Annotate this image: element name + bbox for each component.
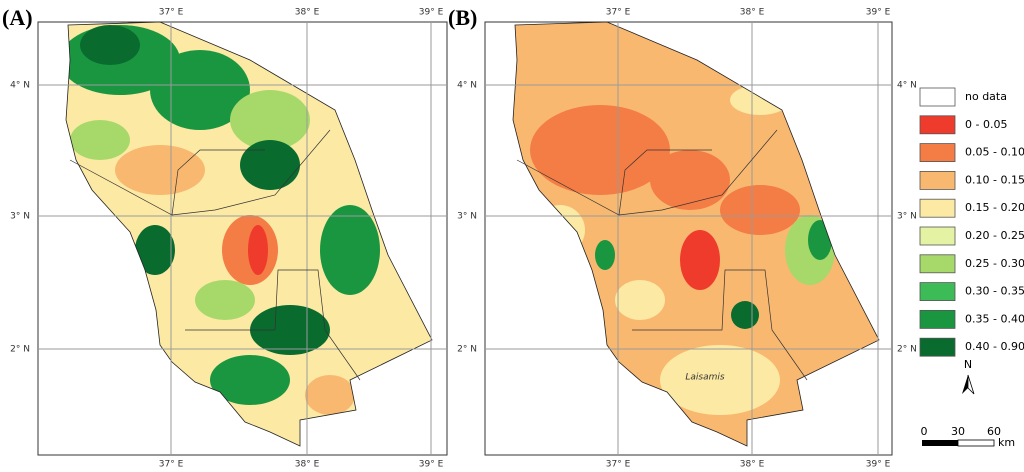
legend-label: 0.10 - 0.15 bbox=[965, 173, 1024, 186]
north-arrow bbox=[962, 374, 975, 395]
legend-swatch bbox=[919, 226, 956, 246]
district-boundary bbox=[618, 149, 712, 216]
y-tick-label: 3° N bbox=[10, 212, 30, 222]
region-outline bbox=[65, 21, 433, 447]
scale-bar bbox=[922, 439, 995, 447]
y-tick-label: 3° N bbox=[897, 212, 917, 222]
y-tick-label: 2° N bbox=[457, 345, 477, 355]
x-tick-label: 38° E bbox=[295, 8, 320, 18]
legend-label: 0.40 - 0.90 bbox=[965, 340, 1024, 353]
place-label: Laisamis bbox=[685, 373, 725, 383]
legend-swatch bbox=[919, 282, 956, 302]
scale-label: 0 bbox=[921, 425, 928, 438]
district-boundary bbox=[516, 129, 778, 216]
district-boundary bbox=[171, 149, 265, 216]
district-boundary bbox=[69, 129, 331, 216]
x-tick-label: 37° E bbox=[606, 8, 631, 18]
legend-label: 0.25 - 0.30 bbox=[965, 257, 1024, 270]
y-tick-label: 2° N bbox=[897, 345, 917, 355]
x-tick-label: 39° E bbox=[419, 8, 444, 18]
region-outline bbox=[512, 21, 880, 447]
map-panel-a bbox=[37, 21, 448, 456]
x-tick-label: 39° E bbox=[419, 460, 444, 470]
legend-swatch bbox=[919, 87, 956, 107]
x-tick-label: 38° E bbox=[295, 460, 320, 470]
scale-label: 60 bbox=[987, 425, 1001, 438]
y-tick-label: 2° N bbox=[10, 345, 30, 355]
legend-swatch bbox=[919, 254, 956, 274]
panel-label: (B) bbox=[448, 5, 477, 30]
legend-label: 0.20 - 0.25 bbox=[965, 229, 1024, 242]
legend-label: 0.05 - 0.10 bbox=[965, 146, 1024, 159]
scale-unit: km bbox=[998, 436, 1015, 449]
x-tick-label: 37° E bbox=[159, 8, 184, 18]
legend-swatch bbox=[919, 337, 956, 357]
x-tick-label: 38° E bbox=[740, 460, 765, 470]
legend-label: 0.15 - 0.20 bbox=[965, 201, 1024, 214]
legend-label: 0.30 - 0.35 bbox=[965, 285, 1024, 298]
legend-swatch bbox=[919, 309, 956, 329]
legend-swatch bbox=[919, 115, 956, 135]
legend-swatch bbox=[919, 143, 956, 163]
legend-label: 0.35 - 0.40 bbox=[965, 312, 1024, 325]
legend-label: no data bbox=[965, 90, 1007, 103]
y-tick-label: 3° N bbox=[457, 212, 477, 222]
map-panel-b bbox=[484, 21, 893, 456]
legend-label: 0 - 0.05 bbox=[965, 118, 1007, 131]
y-tick-label: 4° N bbox=[10, 81, 30, 91]
y-tick-label: 4° N bbox=[897, 81, 917, 91]
y-tick-label: 4° N bbox=[457, 81, 477, 91]
x-tick-label: 37° E bbox=[159, 460, 184, 470]
district-boundary bbox=[632, 269, 808, 381]
x-tick-label: 37° E bbox=[606, 460, 631, 470]
district-boundary bbox=[185, 269, 361, 381]
legend-swatch bbox=[919, 170, 956, 190]
x-tick-label: 38° E bbox=[740, 8, 765, 18]
raster bbox=[513, 22, 879, 446]
scale-label: 30 bbox=[951, 425, 965, 438]
raster bbox=[66, 22, 432, 446]
legend-swatch bbox=[919, 198, 956, 218]
panel-label: (A) bbox=[2, 5, 33, 30]
map-frame bbox=[484, 21, 893, 456]
x-tick-label: 39° E bbox=[866, 8, 891, 18]
x-tick-label: 39° E bbox=[866, 460, 891, 470]
north-label: N bbox=[964, 358, 972, 371]
map-frame bbox=[37, 21, 448, 456]
